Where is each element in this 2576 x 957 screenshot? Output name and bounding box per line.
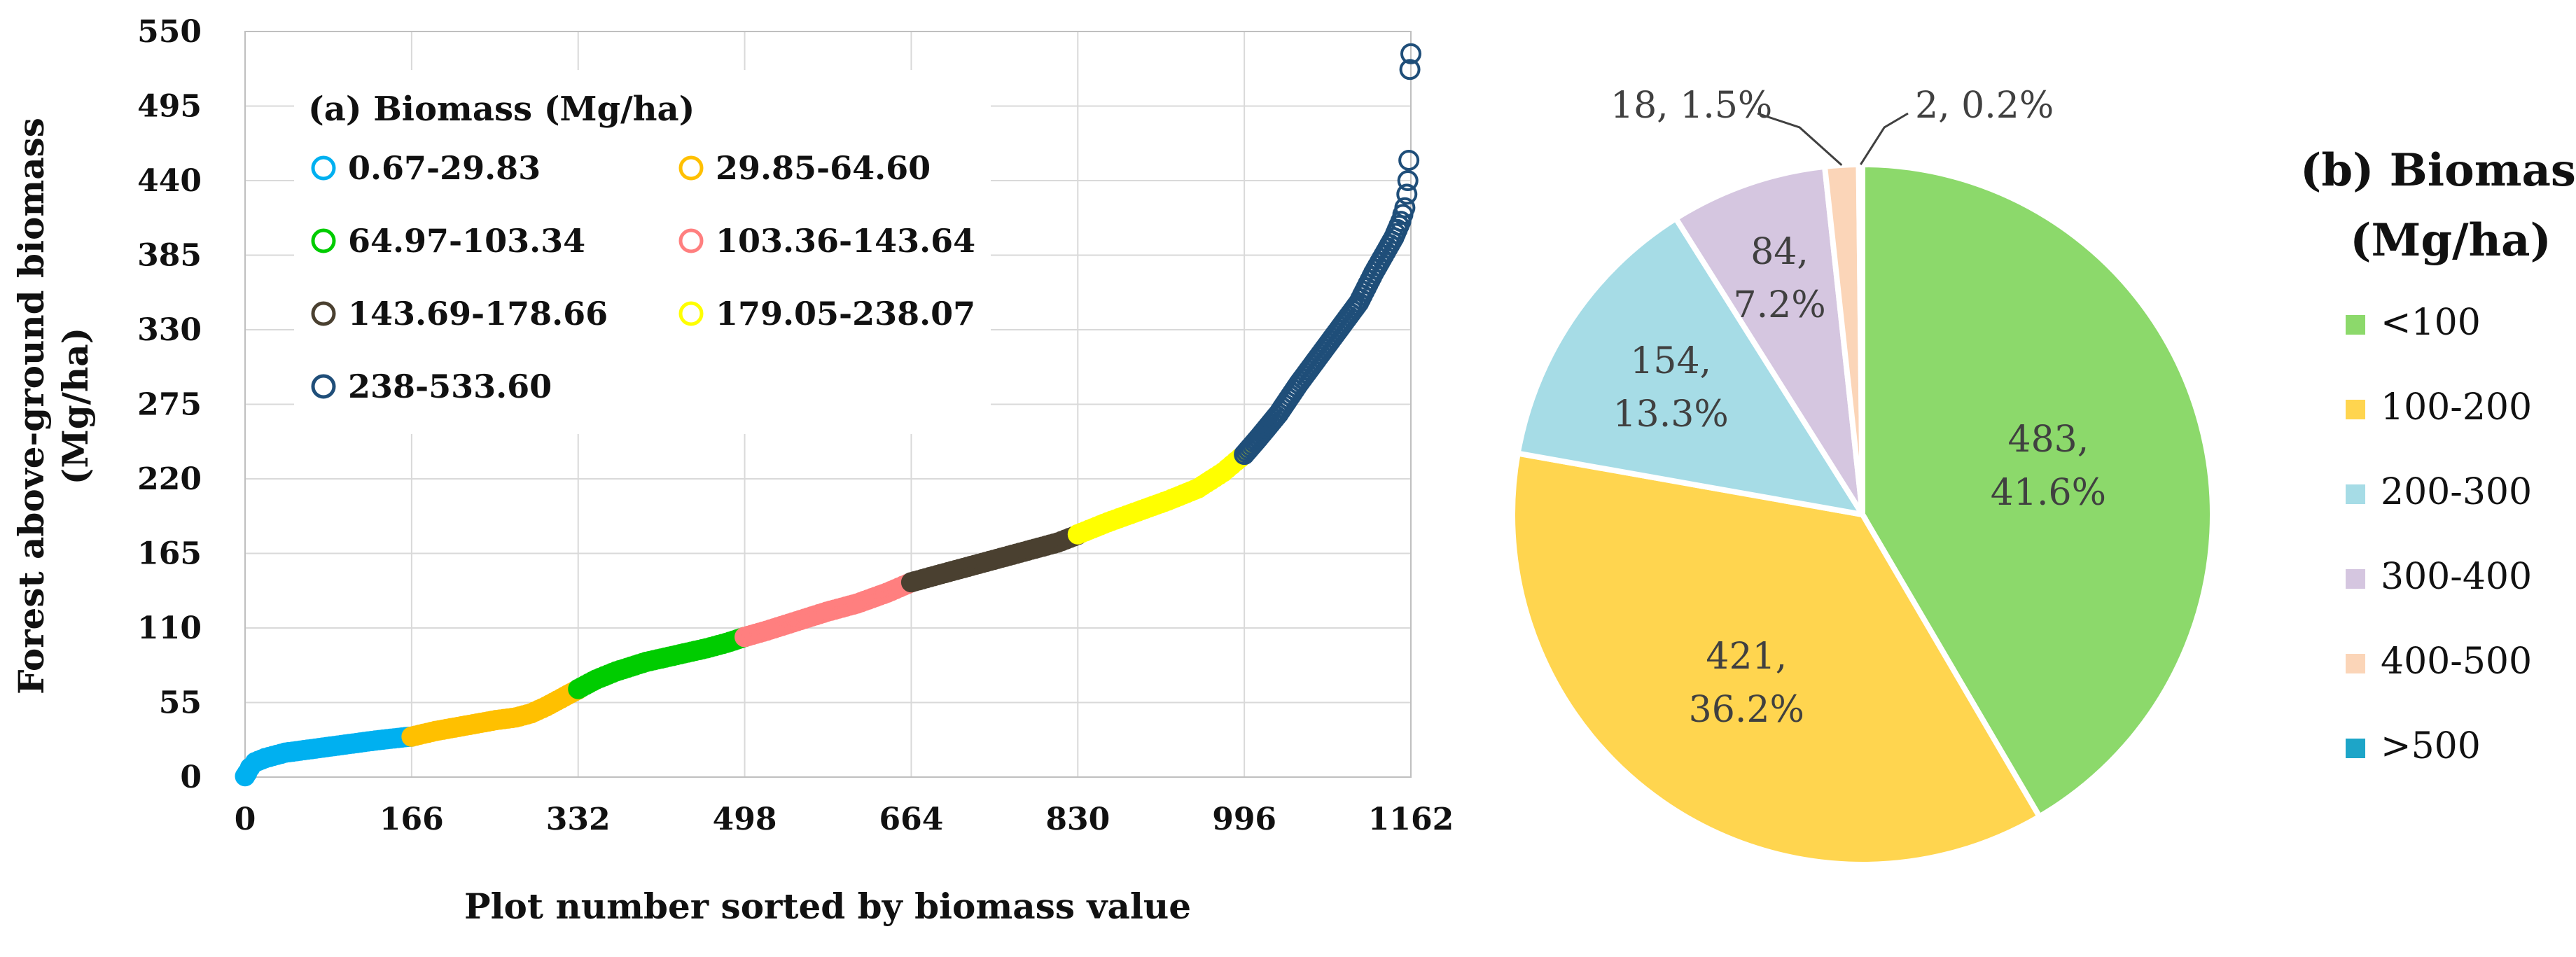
legend-marker [311, 155, 336, 181]
pie-legend-swatch [2346, 569, 2365, 589]
y-tick-labels: 0 55 110 165 220 275 330 385 440 495 550 [137, 14, 202, 795]
series-103.36-143.64 [734, 572, 921, 648]
scatter-panel: 0 166 332 498 664 830 996 1162 0 55 110 165 220 275 3… [11, 14, 1454, 927]
pie-legend: <100 100-200 200-300 300-400 400-500 >500 [2346, 302, 2532, 767]
legend-label: 238-533.60 [348, 368, 552, 405]
pie-legend-title-line1: (b) Biomass [2300, 144, 2576, 197]
scatter-legend: (a) Biomass (Mg/ha) 0.67-29.83 29.85-64.6… [294, 70, 991, 434]
legend-marker [311, 301, 336, 326]
pie-legend-label: 100-200 [2381, 386, 2532, 428]
pie-slice->500 [1856, 161, 1865, 515]
pie-legend-label: 200-300 [2381, 471, 2532, 513]
legend-label: 143.69-178.66 [348, 295, 608, 333]
pie-legend-title-line2: (Mg/ha) [2350, 214, 2551, 267]
series-238-533.60 [1234, 43, 1421, 466]
pie-outside-label: 18, 1.5% [1610, 85, 1772, 127]
y-tick-label: 220 [137, 461, 202, 497]
pie-slice-100-200 [1510, 449, 2044, 867]
pie-label-percent: 36.2% [1689, 689, 1804, 731]
x-tick-label: 1162 [1368, 802, 1454, 837]
pie-slice-200-300 [1515, 214, 1869, 519]
data-point [1398, 149, 1420, 171]
y-tick-label: 275 [137, 387, 202, 423]
series-64.97-103.34 [568, 627, 756, 699]
y-tick-label: 165 [137, 536, 202, 572]
pie-legend-label: >500 [2381, 725, 2481, 767]
x-tick-label: 996 [1212, 802, 1276, 837]
pie-label-percent: 13.3% [1613, 393, 1729, 435]
pie-slices [1510, 161, 2215, 867]
y-tick-label: 495 [137, 89, 202, 125]
pie-legend-swatch [2346, 400, 2365, 419]
scatter-plot-frame [244, 31, 1412, 778]
x-tick-label: 664 [879, 802, 943, 837]
pie-slice-300-400 [1671, 163, 1865, 517]
legend-marker [678, 228, 704, 253]
x-tick-label: 0 [235, 802, 256, 837]
pie-label-value: 84, [1750, 231, 1809, 273]
legend-label: 179.05-238.07 [716, 295, 975, 333]
legend-label: 29.85-64.60 [716, 149, 931, 187]
y-tick-label: 385 [137, 238, 202, 274]
pie-legend-label: <100 [2381, 302, 2481, 344]
x-tick-label: 332 [546, 802, 611, 837]
pie-legend-swatch [2346, 739, 2365, 758]
pie-label-percent: 7.2% [1734, 284, 1826, 326]
pie-label-percent: 41.6% [1991, 472, 2106, 514]
y-tick-label: 330 [137, 312, 202, 348]
data-point [1400, 43, 1421, 64]
y-tick-label: 110 [137, 610, 202, 646]
leader-line [1757, 112, 1843, 167]
y-tick-label: 55 [159, 685, 202, 721]
legend-marker [678, 301, 704, 326]
pie-label-value: 421, [1706, 636, 1787, 678]
x-tick-label: 166 [380, 802, 444, 837]
x-tick-label: 498 [713, 802, 777, 837]
legend-label: 103.36-143.64 [716, 222, 975, 260]
y-axis-title-line1: Forest above-ground biomass [11, 118, 52, 694]
legend-label: 0.67-29.83 [348, 149, 541, 187]
pie-labels: 483, 41.6% 421, 36.2% 154, 13.3% 84, 7.2% 18, 1.… [1610, 85, 2106, 731]
y-tick-label: 550 [137, 14, 202, 50]
data-point [1399, 59, 1421, 81]
leader-line [1860, 112, 1909, 165]
pie-label-value: 483, [2008, 419, 2089, 461]
pie-slice-<100 [1860, 161, 2215, 820]
legend-marker [678, 155, 704, 181]
legend-marker [311, 374, 336, 399]
pie-legend-swatch [2346, 315, 2365, 335]
scatter-points [235, 43, 1421, 787]
pie-panel: 483, 41.6% 421, 36.2% 154, 13.3% 84, 7.2% 18, 1.… [1510, 85, 2576, 867]
pie-outside-label: 2, 0.2% [1915, 85, 2054, 127]
pie-label-value: 154, [1630, 340, 1711, 382]
series-179.05-238.07 [1067, 444, 1255, 545]
series-143.69-178.66 [900, 524, 1088, 593]
legend-label: 64.97-103.34 [348, 222, 585, 260]
y-tick-label: 0 [180, 760, 202, 795]
legend-title: (a) Biomass (Mg/ha) [308, 90, 695, 129]
y-axis-title-line2: (Mg/ha) [55, 328, 96, 485]
series-29.85-64.60 [401, 679, 589, 747]
data-point [1397, 170, 1419, 191]
pie-legend-swatch [2346, 654, 2365, 673]
x-axis-title: Plot number sorted by biomass value [464, 886, 1191, 927]
pie-leader-lines [1757, 112, 1909, 167]
x-tick-labels: 0 166 332 498 664 830 996 1162 [235, 802, 1454, 837]
pie-legend-swatch [2346, 484, 2365, 504]
data-point [1394, 197, 1416, 218]
x-tick-label: 830 [1045, 802, 1110, 837]
pie-legend-label: 400-500 [2381, 641, 2532, 683]
data-point [1396, 183, 1418, 205]
legend-box [294, 70, 991, 434]
y-tick-label: 440 [137, 163, 202, 199]
legend-items: 0.67-29.83 29.85-64.60 64.97-103.34 103.36-… [311, 149, 975, 405]
pie-legend-label: 300-400 [2381, 556, 2532, 598]
legend-marker [311, 228, 336, 253]
